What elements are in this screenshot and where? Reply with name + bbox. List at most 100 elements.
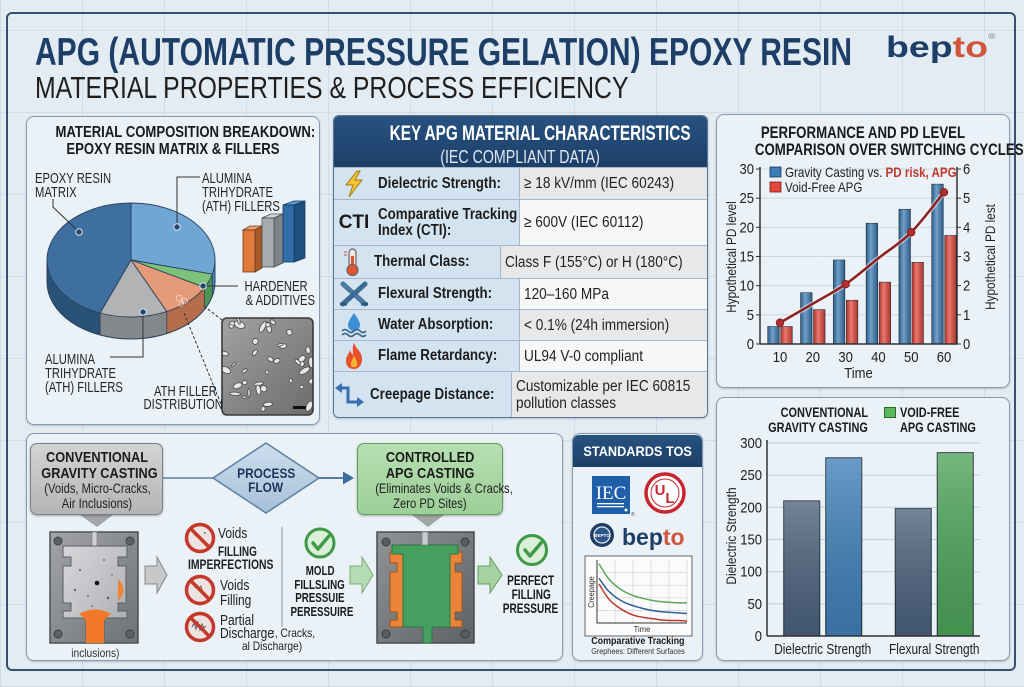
arrow-right-icon [144, 555, 168, 595]
label-line: TRIHYDRATE [202, 184, 274, 201]
arrow-right-icon [349, 555, 374, 595]
defect-text: Partial [220, 611, 255, 629]
row-label-cell: Dielectric Strength: [374, 168, 520, 199]
label-line: (ATH) FILLERS [45, 379, 123, 396]
characteristic-row-thermal: Thermal Class: Class F (155°C) or H (180… [334, 245, 707, 278]
check-icon [516, 534, 548, 566]
chart-label: 10 [739, 278, 754, 294]
label-line: HARDENER [244, 278, 308, 295]
table-title: KEY APG MATERIAL CHARACTERISTICS [389, 122, 691, 145]
line-marker [841, 280, 850, 289]
pd-risk-line [779, 191, 946, 324]
process-flow-diagram [49, 442, 548, 644]
row-label: Dielectric Strength: [378, 174, 501, 192]
chart-label: 30 [739, 161, 754, 177]
row-value-cell: Customizable per IEC 60815 pollution cla… [512, 372, 707, 417]
flow-arrow-icon [319, 471, 354, 485]
callout-pointer [412, 515, 444, 527]
chart-label: 0 [755, 628, 763, 644]
row-label-cell: Flame Retardancy: [374, 341, 520, 371]
legend-text: Gravity Casting vs. PD risk, APG [785, 165, 957, 180]
pd-level-chart-panel: PERFORMANCE AND PD LEVEL COMPARISON OVER… [716, 114, 1024, 388]
row-value-cell: ≥ 600V (IEC 60112) [520, 200, 707, 245]
chart-label: 25 [739, 191, 754, 207]
row-value-cell: ≥ 18 kV/mm (IEC 60243) [520, 168, 707, 199]
logo-text-accent: to [952, 31, 989, 64]
row-label: Thermal Class: [373, 253, 470, 270]
wordmark-main: bep [622, 524, 663, 550]
row-label-cell: Water Absorption: [374, 310, 520, 340]
legend-swatch [769, 181, 782, 193]
creepage-curve [598, 577, 688, 615]
chart-label: 5 [963, 191, 971, 207]
creepage-chart-caption: Comparative Tracking [573, 636, 702, 647]
page-title: APG (AUTOMATIC PRESSURE GELATION) EPOXY … [35, 33, 1024, 72]
result-line: PERFECT [507, 572, 555, 588]
ul-logo-u: U [655, 482, 666, 499]
legend-void-free: VOID-FREE APG CASTING [900, 405, 997, 435]
label-epoxy-resin-matrix: EPOXY RESIN MATRIX [35, 171, 136, 200]
chart-label: 150 [740, 532, 762, 548]
line-marker [939, 188, 949, 197]
characteristic-row-water: Water Absorption: < 0.1% (24h immersion) [334, 309, 707, 340]
conventional-casting-box: CONVENTIONAL GRAVITY CASTING (Voids, Mic… [30, 443, 163, 515]
table-header: KEY APG MATERIAL CHARACTERISTICS (IEC CO… [334, 116, 707, 167]
box-title: CONTROLLED [385, 449, 475, 466]
characteristic-row-cti: CTI Comparative Tracking Index (CTI): ≥ … [334, 199, 707, 245]
box-detail: (Voids, Micro-Cracks, [44, 480, 151, 496]
standards-graphics: IEC ® U L BEPTO bepto Creepage Time [584, 472, 693, 637]
row-value: ≥ 18 kV/mm (IEC 60243) [524, 175, 675, 192]
thermometer-icon [334, 246, 370, 278]
composition-panel: MATERIAL COMPOSITION BREAKDOWN: EPOXY RE… [26, 116, 320, 425]
water-drop-icon [334, 310, 374, 340]
chart-label: 300 [740, 435, 762, 451]
caption-title: Comparative Tracking [590, 635, 685, 647]
wordmark-accent: to [663, 524, 685, 550]
standards-header: STANDARDS TOS [573, 435, 702, 467]
chart-label: 2 [963, 278, 970, 294]
box-title: APG CASTING [385, 464, 475, 482]
row-value: 120–160 MPa [524, 285, 609, 303]
label-line: ATH FILLER [154, 383, 217, 400]
pd-chart-title: PERFORMANCE AND PD LEVEL COMPARISON OVER… [717, 124, 1024, 158]
box-detail: (Eliminates Voids & Cracks, [375, 480, 513, 496]
axis-label: Dielectric Strength [723, 487, 739, 584]
composition-graphic [46, 176, 314, 416]
apg-mold-illustration [376, 531, 475, 644]
chart-label: 200 [740, 500, 762, 516]
bepto-badge-text: BEPTO [594, 533, 610, 538]
defect-text: Filling [220, 591, 252, 609]
creepage-chart-subcaption: Grephees: Different Surfaces [573, 647, 702, 656]
ul-logo-l: L [665, 490, 674, 507]
chart-label: 60 [937, 349, 952, 365]
chart-label: Time [844, 365, 873, 381]
svg-text:®: ® [631, 511, 635, 518]
mold-caption: inclusions) [65, 647, 125, 659]
flame-icon [334, 341, 374, 371]
label-line: ALUMINA [45, 351, 96, 368]
defect-label: Filling [220, 593, 259, 608]
result-line: FILLING [511, 586, 551, 602]
row-label: Comparative Tracking [378, 205, 518, 223]
logo-text-main: bep [886, 31, 953, 64]
row-value: Class F (155°C) or H (180°C) [505, 253, 683, 271]
creepage-arrows-icon [334, 372, 366, 417]
mold-caption-text: inclusions) [70, 646, 120, 660]
box-detail: Zero PD Sites) [393, 495, 467, 511]
chart-label: 20 [739, 220, 754, 236]
chart-label: 250 [740, 468, 762, 484]
strength-bar-chart: 0 50 100 150 200 250 300 Dielectric Strength Fle… [723, 435, 980, 657]
mini-3d-bar-chart-icon [241, 200, 306, 273]
chart-title-line: COMPARISON OVER SWITCHING CYCLES [754, 140, 1024, 159]
leader-lines [52, 176, 238, 405]
defect-text: IMPERFECTIONS [188, 556, 274, 572]
particle-cluster-icon [175, 294, 188, 307]
iec-logo-text: IEC [596, 483, 627, 504]
controlled-apg-box: CONTROLLED APG CASTING (Eliminates Voids… [357, 443, 513, 515]
line-marker [775, 318, 785, 327]
row-label: Water Absorption: [378, 316, 494, 333]
defect-text: Voids [220, 576, 250, 594]
row-value-cell: 120–160 MPa [520, 279, 707, 309]
chart-label: 50 [904, 349, 919, 365]
row-value: ≥ 600V (IEC 60112) [524, 214, 644, 231]
